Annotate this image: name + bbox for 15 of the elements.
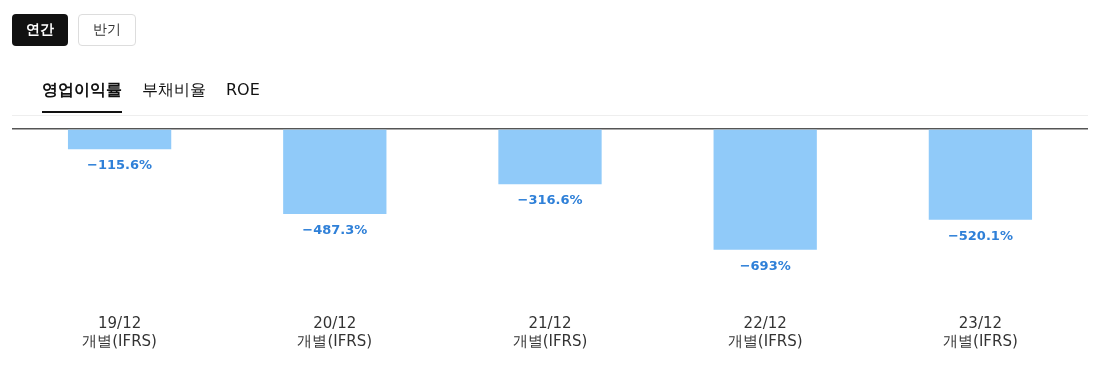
- text: ROE: [226, 80, 260, 101]
- x-tick-label: 23/12 개별(IFRS): [943, 313, 1018, 350]
- data-label: −487.3%: [302, 221, 368, 237]
- data-label: −115.6%: [87, 157, 153, 173]
- text: 부채비율: [142, 80, 206, 101]
- data-label: −316.6%: [517, 192, 583, 208]
- text: 반기: [78, 14, 136, 46]
- chart-title: 영업이익률: [42, 80, 122, 113]
- x-tick-label: 19/12 개별(IFRS): [82, 313, 157, 350]
- text: 연간: [12, 14, 68, 46]
- x-tick-label: 20/12 개별(IFRS): [297, 313, 373, 350]
- data-label: −520.1%: [947, 227, 1013, 243]
- x-tick-label: 22/12 개별(IFRS): [727, 313, 803, 350]
- data-label: −693%: [739, 257, 791, 273]
- x-tick-label: 21/12 개별(IFRS): [512, 313, 588, 350]
